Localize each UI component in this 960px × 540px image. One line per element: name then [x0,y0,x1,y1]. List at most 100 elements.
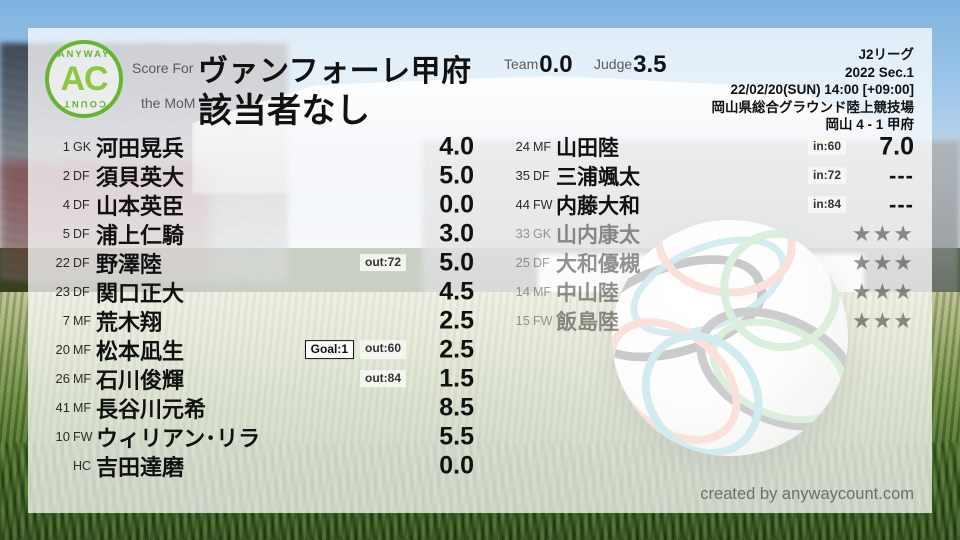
player-name[interactable]: 内藤大和 [556,194,640,218]
player-row[interactable]: 22 DF 野澤陸 out:72 5.0 [36,248,480,277]
player-name[interactable]: 中山陸 [556,281,619,305]
starters-column: 1 GK 河田晃兵 4.0 2 DF 須貝英大 5.0 4 DF 山本英臣 0.0 5 DF 浦上仁騎 3.0… [36,132,480,480]
match-report-card: ANYWAY AC COUNT Score For ヴァンフォーレ甲府 the … [28,28,932,513]
match-meta-line: 岡山県総合グラウンド陸上競技場 [711,99,915,115]
player-position: DF [533,168,550,183]
player-score: 8.5 [439,393,474,421]
player-score: 2.5 [439,306,474,334]
player-name[interactable]: 大和優槻 [556,252,640,276]
player-row[interactable]: 14 MF 中山陸 ★★★ [496,277,924,306]
player-row[interactable]: 33 GK 山内康太 ★★★ [496,219,924,248]
player-name[interactable]: ウィリアン･リラ [96,425,261,451]
player-number: 4 [62,197,70,212]
team-name: ヴァンフォーレ甲府 [198,55,472,88]
player-row[interactable]: 20 MF 松本凪生 Goal:1 out:60 2.5 [36,335,480,364]
player-name[interactable]: 吉田達磨 [96,454,185,480]
player-row[interactable]: 35 DF 三浦颯太 in:72 --- [496,161,924,190]
player-name[interactable]: 荒木翔 [96,309,163,335]
player-event-tags: Goal:1 out:60 [304,339,406,360]
score-for-label: Score For [132,60,194,76]
goal-badge: Goal:1 [304,339,354,360]
team-rating-value: 0.0 [539,51,573,78]
judge-rating-stat: Judge3.5 [594,51,667,79]
player-number: 2 [62,168,70,183]
player-row[interactable]: 25 DF 大和優槻 ★★★ [496,248,924,277]
player-name[interactable]: 浦上仁騎 [96,222,185,248]
anywaycount-logo: ANYWAY AC COUNT [45,40,123,118]
player-row[interactable]: 4 DF 山本英臣 0.0 [36,190,480,219]
player-score: 7.0 [879,132,914,160]
player-position: FW [533,197,553,212]
player-event-tags: in:60 [807,137,846,156]
player-score: 2.5 [439,335,474,363]
player-position: MF [73,371,92,386]
player-name[interactable]: 野澤陸 [96,251,163,277]
player-row[interactable]: HC 吉田達磨 0.0 [36,451,480,480]
logo-arc-top: ANYWAY [57,49,111,60]
player-number: 20 [55,342,70,357]
sub-out-badge: out:72 [360,253,406,272]
player-number: 1 [62,139,70,154]
sub-out-badge: out:60 [360,339,406,360]
player-row[interactable]: 44 FW 内藤大和 in:84 --- [496,190,924,219]
player-position: GK [73,139,92,154]
player-position: FW [73,429,93,444]
player-name[interactable]: 三浦颯太 [556,165,640,189]
player-position: GK [533,226,552,241]
sub-in-badge: in:60 [807,137,846,156]
player-row[interactable]: 23 DF 関口正大 4.5 [36,277,480,306]
player-name[interactable]: 山内康太 [556,223,640,247]
player-number: 41 [55,400,70,415]
player-name[interactable]: 関口正大 [96,280,185,306]
match-meta-line: J2リーグ [858,47,914,62]
player-row[interactable]: 26 MF 石川俊輝 out:84 1.5 [36,364,480,393]
player-name[interactable]: 河田晃兵 [96,135,185,161]
player-row[interactable]: 24 MF 山田陸 in:60 7.0 [496,132,924,161]
player-row[interactable]: 5 DF 浦上仁騎 3.0 [36,219,480,248]
player-name[interactable]: 松本凪生 [96,338,185,364]
player-event-tags: in:84 [807,195,846,214]
player-position: DF [73,284,90,299]
player-score: ★★★ [851,220,914,246]
logo-arc-bottom: COUNT [62,98,106,109]
player-number: 24 [515,139,530,154]
player-number: 10 [55,429,70,444]
mom-label: the MoM [141,95,196,111]
player-row[interactable]: 10 FW ウィリアン･リラ 5.5 [36,422,480,451]
player-number: 22 [55,255,70,270]
player-row[interactable]: 2 DF 須貝英大 5.0 [36,161,480,190]
match-meta-line: 22/02/20(SUN) 14:00 [+09:00] [730,82,914,97]
player-position: MF [73,342,92,357]
player-name[interactable]: 山本英臣 [96,193,185,219]
player-number: 23 [55,284,70,299]
player-score: 4.5 [439,277,474,305]
team-rating-label: Team [504,56,539,72]
player-row[interactable]: 15 FW 飯島陸 ★★★ [496,306,924,335]
player-position: HC [73,458,92,473]
player-position: MF [533,284,552,299]
team-rating-stat: Team0.0 [504,51,573,79]
card-header: ANYWAY AC COUNT Score For ヴァンフォーレ甲府 the … [28,28,932,132]
player-position: DF [533,255,550,270]
sub-in-badge: in:72 [807,166,846,185]
player-number: 15 [515,313,530,328]
sub-in-badge: in:84 [807,195,846,214]
player-name[interactable]: 飯島陸 [556,310,619,334]
player-event-tags: in:72 [807,166,846,185]
player-position: DF [73,226,90,241]
mom-name: 該当者なし [198,92,371,130]
player-position: DF [73,255,90,270]
player-name[interactable]: 須貝英大 [96,164,185,190]
player-name[interactable]: 石川俊輝 [96,367,185,393]
player-name[interactable]: 長谷川元希 [96,396,207,422]
player-position: DF [73,168,90,183]
player-name[interactable]: 山田陸 [556,136,619,160]
player-score: 4.0 [439,132,474,160]
player-row[interactable]: 7 MF 荒木翔 2.5 [36,306,480,335]
player-number: 35 [515,168,530,183]
player-number: 5 [62,226,70,241]
judge-rating-label: Judge [594,56,633,72]
player-row[interactable]: 1 GK 河田晃兵 4.0 [36,132,480,161]
player-score: 5.0 [439,248,474,276]
player-row[interactable]: 41 MF 長谷川元希 8.5 [36,393,480,422]
